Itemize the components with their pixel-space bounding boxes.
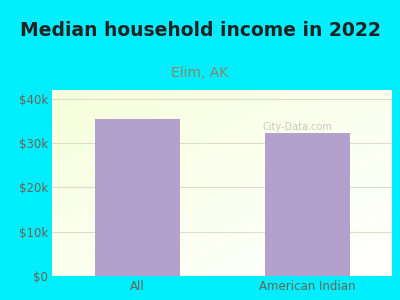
Text: City-Data.com: City-Data.com	[263, 122, 332, 132]
Text: Median household income in 2022: Median household income in 2022	[20, 21, 380, 40]
Bar	[94, 119, 180, 276]
Bar	[264, 134, 350, 276]
Text: Elim, AK: Elim, AK	[171, 66, 229, 80]
